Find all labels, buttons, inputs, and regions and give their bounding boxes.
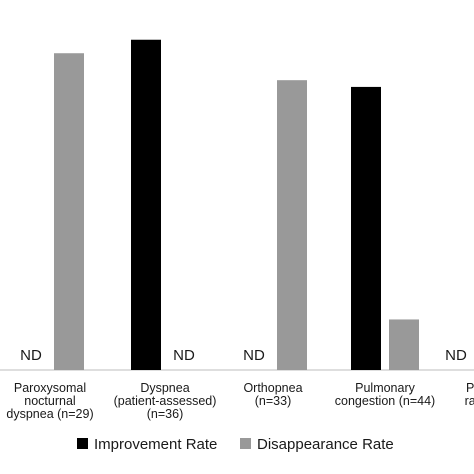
bars-group (54, 39, 419, 371)
nd-label-1: ND (173, 347, 195, 364)
nd-label-0: ND (20, 347, 42, 364)
legend: Improvement Rate Disappearance Rate (77, 436, 394, 453)
bar-improvement-1 (131, 39, 161, 371)
category-label-0-line-2: dyspnea (n=29) (6, 407, 93, 421)
nd-label-3: ND (445, 347, 467, 364)
bar-disappearance-3 (389, 319, 419, 370)
category-label-2-line-0: Orthopnea (243, 381, 302, 395)
category-label-3-line-0: Pulmonary (355, 381, 415, 395)
bar-disappearance-2 (277, 80, 307, 371)
category-label-0-line-0: Paroxysomal (14, 381, 86, 395)
legend-swatch-1 (240, 438, 251, 449)
category-label-1-line-1: (patient-assessed) (114, 394, 217, 408)
legend-label-1: Disappearance Rate (257, 436, 394, 453)
legend-label-0: Improvement Rate (94, 436, 217, 453)
category-label-0-line-1: nocturnal (24, 394, 75, 408)
category-label-1-line-0: Dyspnea (140, 381, 189, 395)
category-label-3-line-1: congestion (n=44) (335, 394, 435, 408)
nd-labels-group: ND ND ND ND (20, 347, 467, 364)
bar-disappearance-0 (54, 53, 84, 370)
legend-swatch-0 (77, 438, 88, 449)
category-label-4-line-1: rale (465, 394, 474, 408)
bar-improvement-3 (351, 86, 381, 371)
category-label-4-line-0: Pul (466, 381, 474, 395)
category-label-2-line-1: (n=33) (255, 394, 291, 408)
nd-label-2: ND (243, 347, 265, 364)
category-label-1-line-2: (n=36) (147, 407, 183, 421)
